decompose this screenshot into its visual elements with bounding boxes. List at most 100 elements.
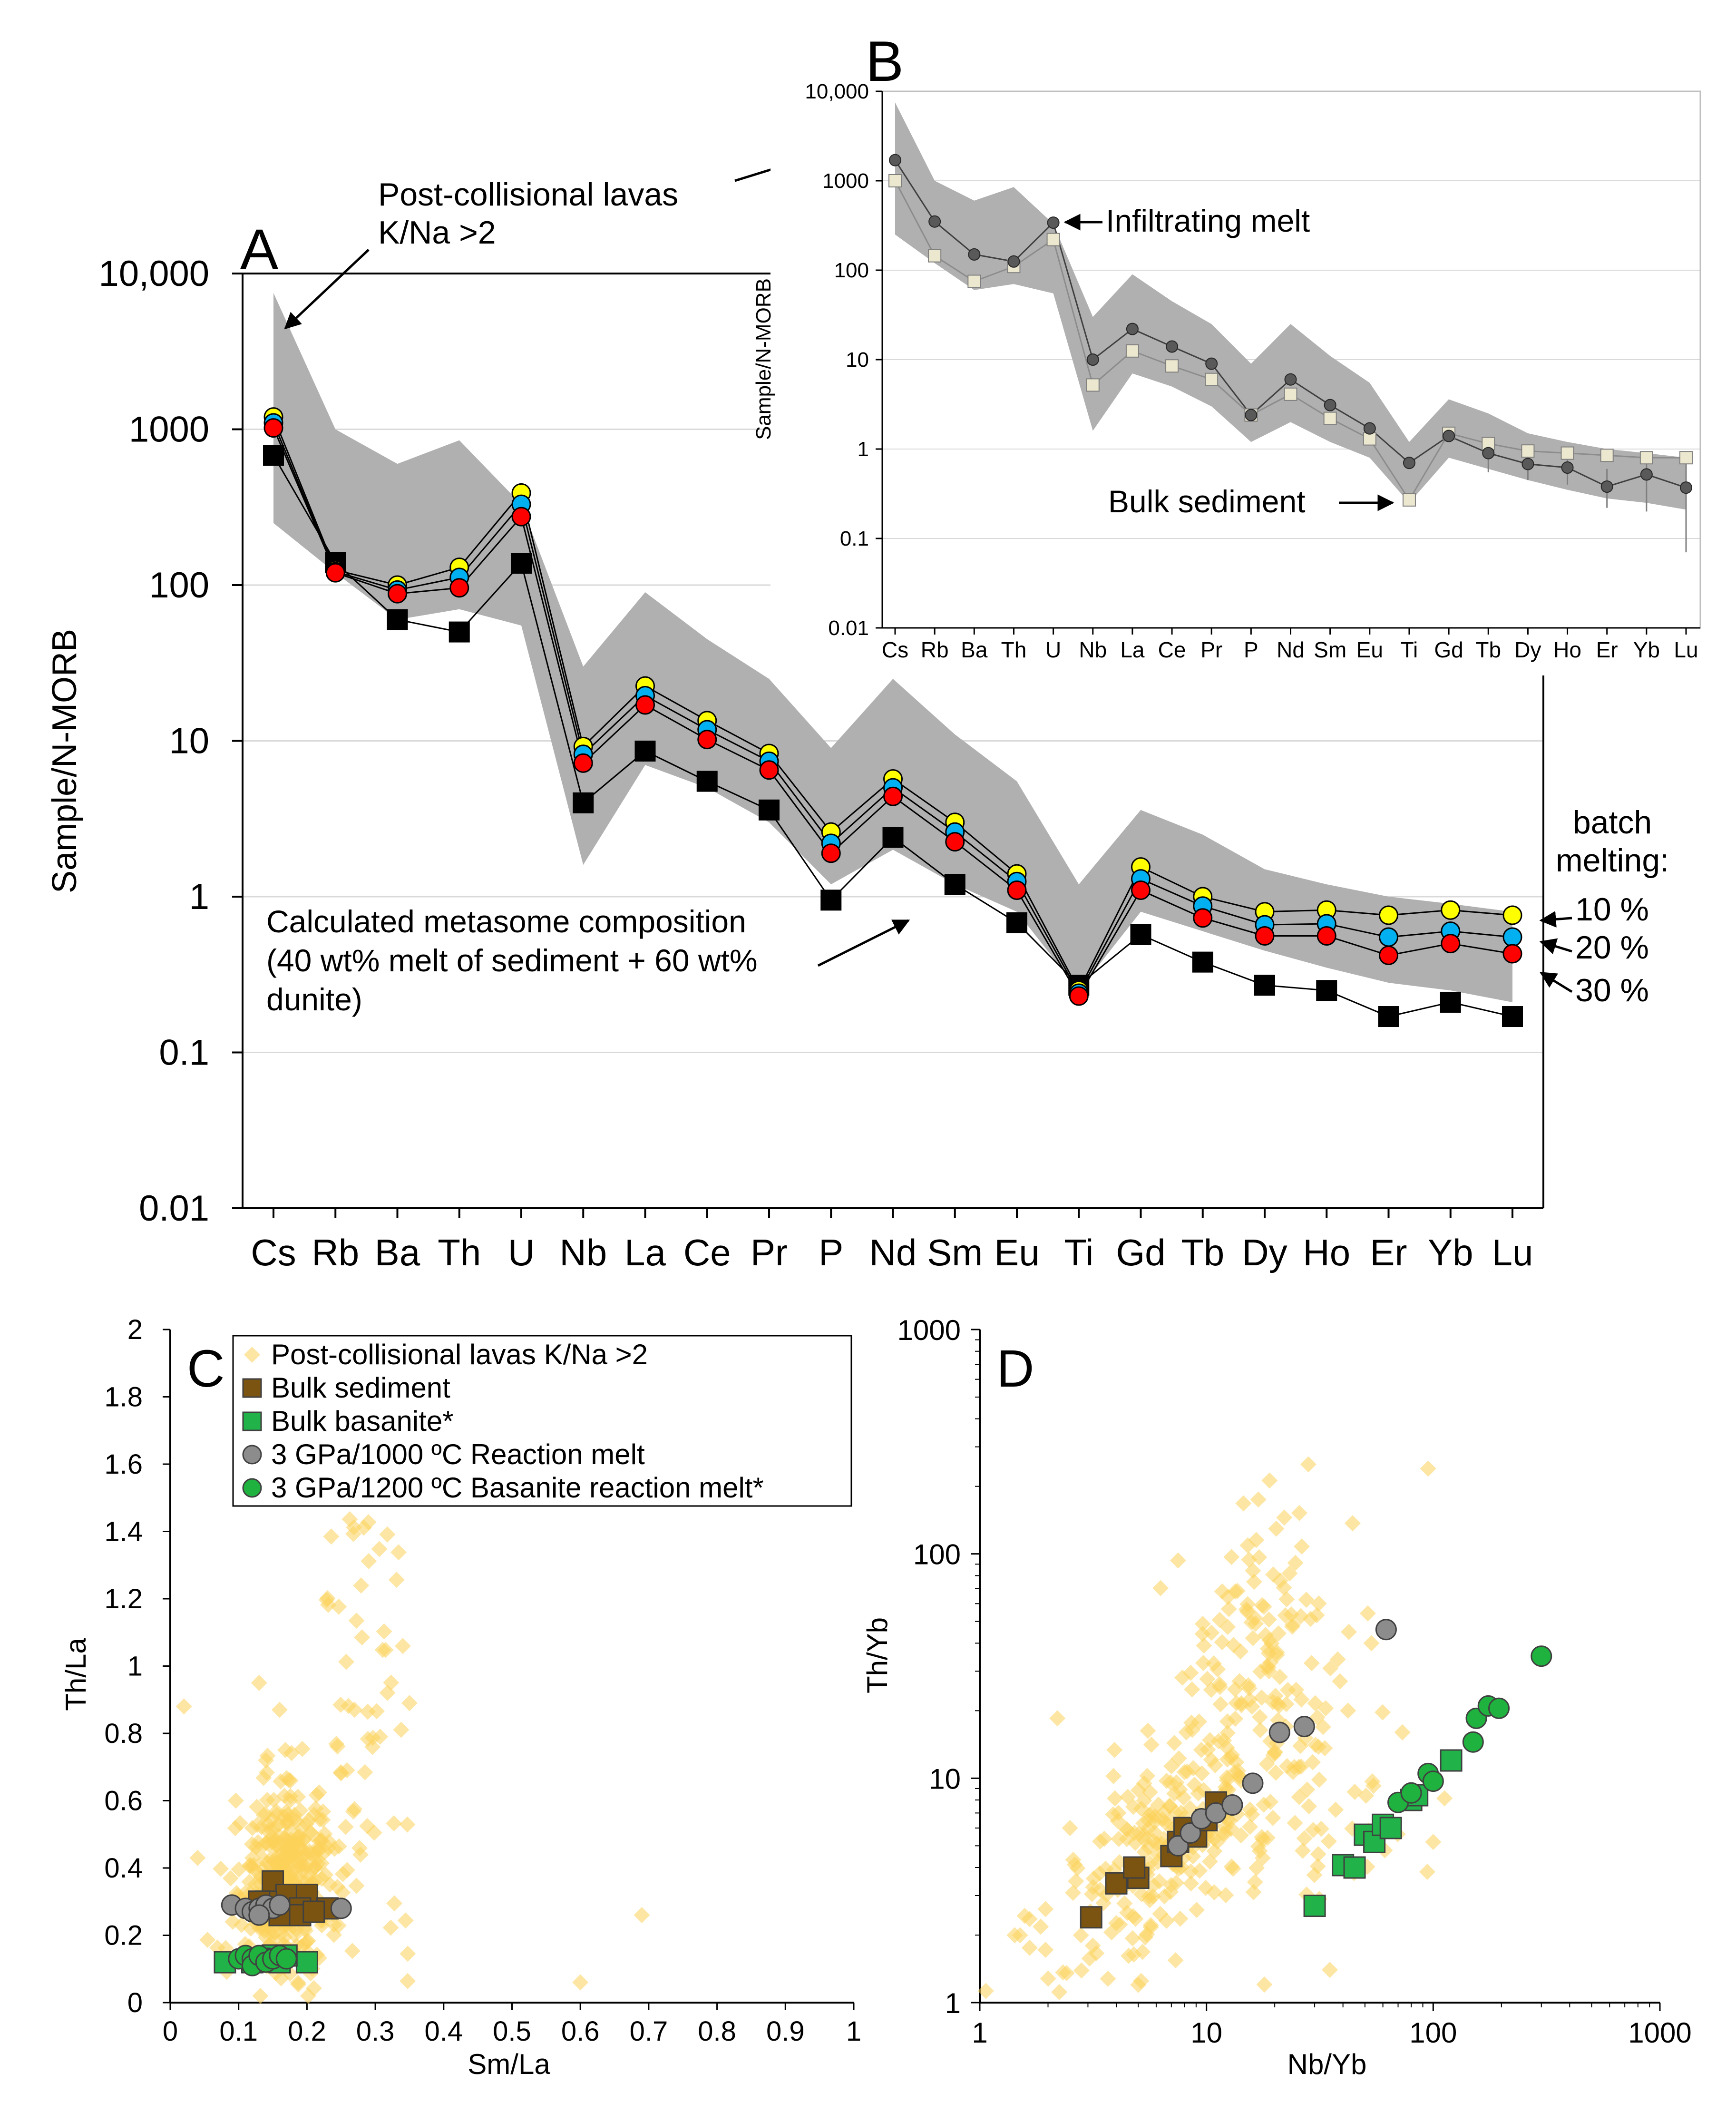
panel-b-x-tick-label: Er [1596,637,1618,662]
panel-c-x-axis-label: Sm/La [468,2048,550,2080]
panel-c-lavas-point [271,1702,288,1718]
panel-c-lavas-point [348,1878,365,1894]
panel-a-melt-marker [263,418,283,438]
panel-d-lavas-point [1211,1676,1228,1692]
panel-d-x-tick-label: 1000 [1628,2017,1691,2049]
panel-d-lavas-point [1320,1833,1337,1849]
panel-d-lavas-point [1425,1834,1442,1850]
panel-c-lavas-point [386,1895,403,1912]
panel-d-lavas-point [1183,1714,1200,1731]
panel-d-lavas-point [1346,1784,1363,1800]
panel-d-lavas-point [1037,1901,1054,1917]
panel-d-lavas-point [1256,1976,1273,1993]
panel-c-lavas-point [267,1854,284,1870]
panel-b-bulk-sediment-marker [1205,372,1219,386]
panel-c-x-tick-label: 0.8 [698,2016,736,2047]
panel-d-lavas-point [1108,1915,1125,1932]
panel-d-lavas-point [1106,1741,1123,1758]
panel-c-lavas-point [213,1860,229,1877]
panel-c-lavas-point [338,1653,354,1670]
panel-c-x-tick-label: 0.2 [288,2016,326,2047]
panel-c-lavas-point [341,1511,358,1527]
panel-d-lavas-point [1322,1660,1339,1677]
panel-d-lavas-point [1174,1669,1191,1686]
panel-d-lavas-point [1073,1927,1089,1944]
panel-d-lavas-point [1241,1692,1258,1708]
panel-c-legend-box [232,1335,852,1507]
panel-d-basanite-point [1343,1856,1366,1879]
panel-c-lavas-point [331,1838,347,1855]
panel-d-lavas-point [1310,1739,1327,1755]
panel-d-lavas-point [1340,1702,1356,1719]
panel-a-y-tick-label: 10,000 [99,254,209,294]
panel-b-infiltrating-marker [1521,458,1534,470]
panel-c-lavas-point [383,1674,400,1691]
panel-d-lavas-point [1420,1460,1436,1477]
panel-b-x-tick-label: P [1244,637,1258,662]
panel-c-y-tick-label: 0.6 [104,1786,143,1817]
panel-d-lavas-point [1255,1831,1271,1848]
panel-b-x-tick-label: Ba [961,637,988,662]
panel-d-reaction-melt-point [1221,1794,1243,1816]
panel-a-melt-marker [635,695,655,715]
panel-c-lavas-point [245,1857,262,1874]
panel-b-x-tick-label: Cs [882,637,908,662]
panel-a-label: A [240,217,278,281]
panel-b-infiltrating-marker [1086,353,1099,366]
panel-d-lavas-point [1065,1851,1082,1868]
panel-a-metasome-label-3: dunite) [266,982,362,1017]
panel-d-reaction-melt-point [1180,1822,1201,1844]
panel-d-basanite-melt-point [1488,1697,1510,1719]
panel-c-lavas-point [312,1833,328,1850]
panel-a-melt-marker [1441,900,1461,920]
panel-c-lavas-point [400,1973,416,1989]
panel-d-basanite-point [1303,1895,1326,1917]
panel-d-lavas-point [1130,1976,1147,1993]
panel-d-lavas-point [1189,1902,1205,1918]
panel-d-lavas-point [1253,1689,1270,1706]
panel-c-lavas-point [259,1792,275,1809]
panel-a-melt-marker [1379,945,1398,965]
panel-b-bulk-sediment-marker [1639,451,1653,465]
legend-series-marker [242,1478,262,1498]
legend-series-marker [242,1378,262,1398]
panel-d-lavas-point [1317,1700,1334,1717]
panel-c-lavas-point [360,1514,377,1531]
panel-c-lavas-point [279,1813,295,1829]
panel-d-lavas-point [1223,1549,1240,1565]
panel-d-lavas-point [1141,1892,1158,1908]
panel-b-infiltrating-marker [1403,457,1415,469]
panel-c-lavas-point [251,1674,267,1691]
panel-d-lavas-point [1268,1764,1284,1781]
panel-c-lavas-point [227,1792,244,1809]
panel-d-lavas-point [1359,1605,1376,1622]
panel-b-x-tick-label: Tb [1475,637,1501,662]
panel-c-lavas-point [277,1741,294,1758]
panel-a-annotation-arrow [817,919,910,967]
panel-d-lavas-point [1217,1825,1234,1842]
panel-a-batch-10-label: 10 % [1575,891,1649,928]
panel-d-basanite-melt-point [1531,1645,1552,1667]
panel-d-lavas-point [1139,1768,1156,1784]
panel-b-x-tick-label: Nd [1277,637,1305,662]
panel-a-melt-marker [325,563,345,583]
panel-b-bulk-sediment-marker [1125,344,1139,358]
panel-b-x-tick-label: Ce [1158,637,1186,662]
panel-d-y-tick-label: 1 [945,1987,961,2019]
panel-a-metasome-marker [882,827,904,848]
panel-c-lavas-point [250,1834,266,1850]
panel-a-melt-marker [1255,926,1275,946]
panel-b-label: B [866,29,904,93]
panel-b-infiltrating-marker [1047,216,1060,229]
panel-d-x-tick-label: 100 [1409,2017,1457,2049]
panel-d-lavas-point [1012,1927,1028,1944]
panel-c-lavas-point [323,1528,340,1545]
panel-d-lavas-point [1246,1574,1262,1590]
panel-d-lavas-point [1167,1952,1184,1969]
panel-b-y-tick-label: 10 [846,348,869,372]
panel-d-lavas-point [1201,1853,1218,1870]
panel-d-lavas-point [1310,1595,1327,1612]
panel-d-lavas-point [1081,1950,1098,1967]
panel-a-melt-marker [388,584,407,604]
panel-d-lavas-point [1332,1673,1348,1690]
